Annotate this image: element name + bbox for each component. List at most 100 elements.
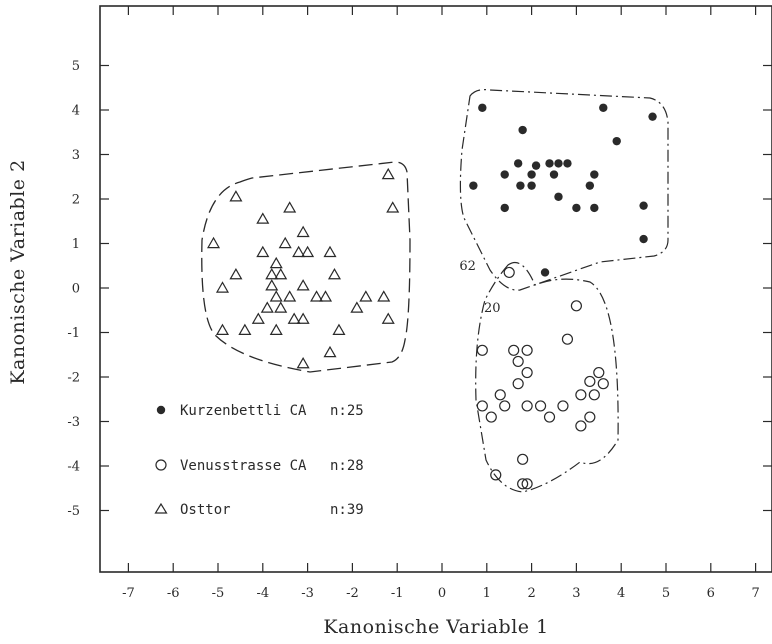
point-kurzenbettli (516, 181, 525, 190)
point-kurzenbettli (590, 170, 599, 179)
point-venusstrasse (570, 300, 583, 312)
legend-count-osttor: n:39 (330, 502, 364, 518)
point-kurzenbettli (563, 159, 572, 168)
y-tick-label: -2 (67, 371, 80, 386)
venusstrasse-hull (475, 261, 619, 493)
y-tick-label: -3 (67, 415, 80, 430)
y-tick-label: 0 (72, 282, 80, 297)
point-osttor (386, 201, 400, 213)
point-venusstrasse (476, 344, 488, 356)
point-osttor (332, 323, 346, 335)
point-kurzenbettli (500, 203, 509, 213)
x-tick-label: -2 (346, 586, 359, 601)
point-kurzenbettli (599, 103, 608, 112)
point-kurzenbettli (527, 181, 536, 190)
point-venusstrasse (543, 411, 556, 423)
point-venusstrasse (499, 400, 511, 412)
x-tick-label: 3 (572, 586, 580, 601)
point-venusstrasse (517, 453, 529, 465)
point-osttor (269, 256, 283, 269)
point-venusstrasse (521, 366, 533, 379)
x-tick-label: 0 (438, 586, 446, 601)
point-venusstrasse (534, 400, 547, 412)
point-osttor (256, 245, 270, 258)
point-venusstrasse (503, 266, 515, 279)
axis-ticks (100, 6, 772, 572)
point-venusstrasse (557, 400, 569, 412)
y-tick-label: -4 (67, 460, 80, 475)
x-tick-label: -4 (256, 586, 269, 601)
plot-frame (99, 5, 772, 573)
point-kurzenbettli (500, 170, 509, 179)
point-venusstrasse (512, 355, 524, 368)
point-osttor (269, 290, 283, 302)
point-osttor (274, 301, 288, 313)
point-osttor (206, 236, 221, 249)
point-kurzenbettli (478, 103, 487, 112)
annotation-20: 20 (484, 301, 501, 316)
legend-marker-open-circle (155, 459, 167, 471)
point-osttor (381, 167, 395, 180)
point-kurzenbettli (545, 159, 554, 168)
point-osttor (296, 225, 310, 238)
point-osttor (310, 290, 324, 302)
point-venusstrasse (575, 420, 587, 432)
legend-count-kurzenbettli: n:25 (330, 403, 364, 419)
legend-label-osttor: Osttor (180, 502, 231, 518)
legend-marker-filled-circle (156, 405, 166, 415)
legend-count-venusstrasse: n:28 (330, 458, 364, 474)
point-kurzenbettli (585, 181, 595, 190)
point-kurzenbettli (518, 125, 527, 135)
x-tick-label: -6 (167, 586, 180, 601)
point-osttor (256, 212, 270, 224)
point-osttor (301, 245, 315, 258)
x-tick-label: -3 (301, 586, 314, 601)
point-venusstrasse (512, 378, 524, 390)
point-osttor (318, 290, 333, 302)
point-kurzenbettli (648, 112, 657, 121)
y-tick-label: 4 (72, 104, 80, 119)
point-osttor (215, 281, 230, 293)
x-tick-label: 1 (483, 586, 491, 601)
x-tick-label: 7 (751, 586, 759, 601)
point-osttor (359, 290, 373, 302)
x-tick-labels: -7 -6 -5 -4 -3 -2 -1 0 1 2 3 4 5 6 7 (122, 586, 760, 601)
point-kurzenbettli (554, 192, 563, 201)
point-kurzenbettli (531, 161, 541, 170)
point-kurzenbettli (540, 268, 550, 277)
point-kurzenbettli (639, 234, 648, 244)
point-venusstrasse (597, 378, 609, 390)
y-tick-label: 2 (72, 193, 80, 208)
point-kurzenbettli (554, 159, 563, 168)
point-venusstrasse (593, 366, 605, 379)
legend-label-venusstrasse: Venusstrasse CA (180, 458, 307, 474)
legend-label-kurzenbettli: Kurzenbettli CA (180, 403, 307, 419)
legend-marker-open-triangle (154, 502, 168, 514)
y-axis-label: Kanonische Variable 2 (7, 159, 29, 384)
y-tick-labels: -5 -4 -3 -2 -1 0 1 2 3 4 5 (67, 59, 80, 519)
point-osttor (229, 267, 243, 280)
point-kurzenbettli (513, 159, 523, 168)
point-kurzenbettli (639, 201, 648, 210)
point-osttor (283, 290, 297, 302)
data-points (206, 103, 657, 490)
y-tick-label: 3 (72, 148, 80, 163)
point-osttor (238, 323, 252, 335)
y-tick-label: -5 (67, 504, 80, 519)
x-tick-label: 5 (662, 586, 670, 601)
point-osttor (296, 279, 310, 291)
point-venusstrasse (485, 411, 497, 423)
point-osttor (274, 267, 288, 280)
point-venusstrasse (517, 478, 529, 490)
y-tick-label: 5 (72, 59, 80, 74)
point-osttor (287, 312, 301, 324)
point-osttor (265, 267, 279, 280)
point-venusstrasse (521, 400, 533, 412)
point-osttor (260, 301, 274, 313)
osttor-hull (201, 161, 411, 373)
point-kurzenbettli (527, 170, 536, 179)
point-venusstrasse (521, 478, 533, 490)
y-tick-label: 1 (72, 237, 80, 252)
point-venusstrasse (476, 400, 488, 412)
